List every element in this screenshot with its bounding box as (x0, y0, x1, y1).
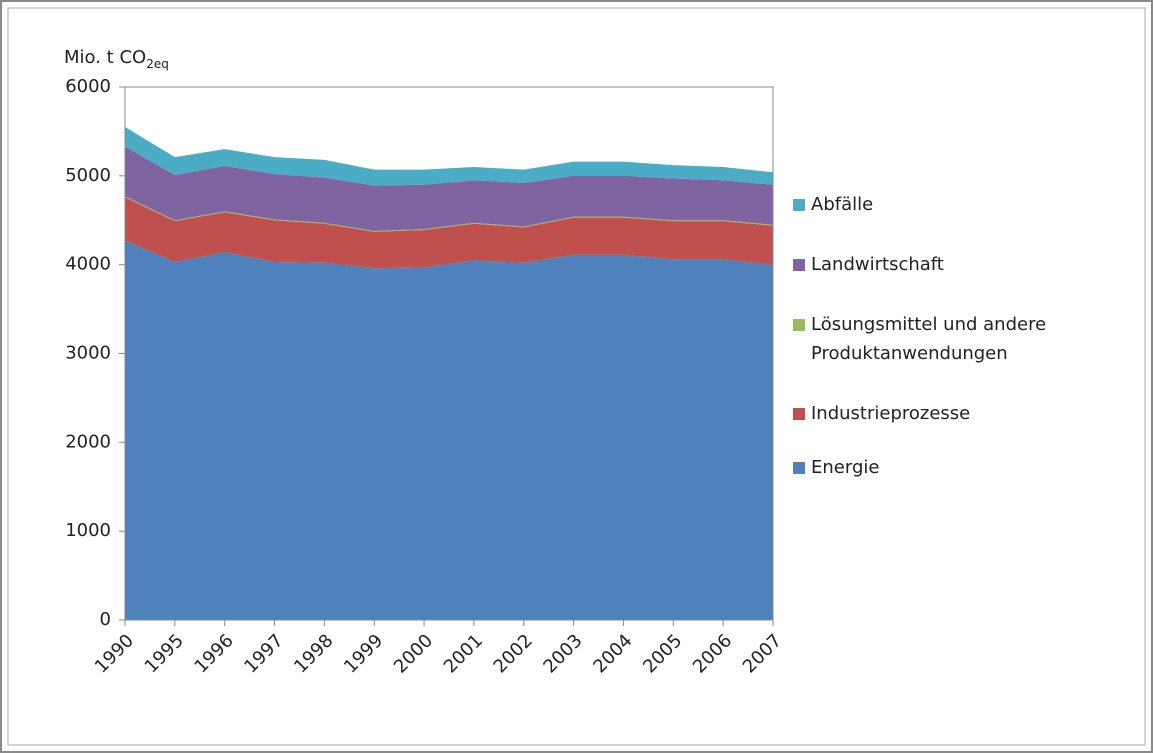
legend-swatch (793, 319, 805, 331)
y-tick-label: 0 (100, 609, 111, 630)
y-axis-label-sub: 2eq (146, 57, 169, 71)
y-tick-label: 5000 (65, 165, 111, 186)
x-tick-label: 2005 (639, 630, 686, 677)
x-tick-label: 1998 (290, 630, 337, 677)
y-tick-label: 3000 (65, 343, 111, 364)
legend-label: Industrieprozesse (811, 403, 971, 424)
y-axis-label: Mio. t CO2eq (64, 47, 169, 71)
area (125, 146, 773, 231)
x-tick-label: 1997 (240, 630, 287, 677)
legend-label: Landwirtschaft (811, 254, 944, 275)
legend-item: Landwirtschaft (793, 250, 1143, 279)
legend-item: Abfälle (793, 190, 1143, 219)
y-axis-label-main: Mio. t CO (64, 47, 146, 68)
legend-swatch (793, 259, 805, 271)
area (125, 197, 773, 269)
x-tick-label: 2004 (589, 630, 636, 677)
legend-item: Industrieprozesse (793, 399, 1143, 428)
x-tick-label: 1999 (340, 630, 387, 677)
x-tick-label: 2002 (490, 630, 537, 677)
legend-swatch (793, 462, 805, 474)
legend-label: Abfälle (811, 194, 874, 215)
area (125, 126, 773, 186)
x-tick-label: 2001 (440, 630, 487, 677)
x-tick-label: 1990 (91, 630, 138, 677)
area (125, 240, 773, 620)
legend: Abfälle Landwirtschaft Lösungsmittel und a… (793, 190, 1143, 482)
x-tick-label: 1995 (141, 630, 188, 677)
y-tick-label: 6000 (65, 76, 111, 97)
legend-label: Lösungsmittel und andere Produktanwendun… (811, 314, 1047, 364)
x-tick-label: 2006 (689, 630, 736, 677)
x-tick-label: 2007 (739, 630, 786, 677)
plot-border (124, 86, 774, 621)
legend-swatch (793, 408, 805, 420)
legend-item: Energie (793, 453, 1143, 482)
x-tick-label: 2000 (390, 630, 437, 677)
inner-border (7, 7, 1146, 746)
legend-label: Energie (811, 457, 880, 478)
legend-swatch (793, 199, 805, 211)
legend-item: Lösungsmittel und andere Produktanwendun… (793, 310, 1143, 368)
x-tick-label: 2003 (539, 630, 586, 677)
x-tick-label: 1996 (191, 630, 238, 677)
y-tick-label: 1000 (65, 520, 111, 541)
y-tick-label: 2000 (65, 431, 111, 452)
y-tick-label: 4000 (65, 254, 111, 275)
